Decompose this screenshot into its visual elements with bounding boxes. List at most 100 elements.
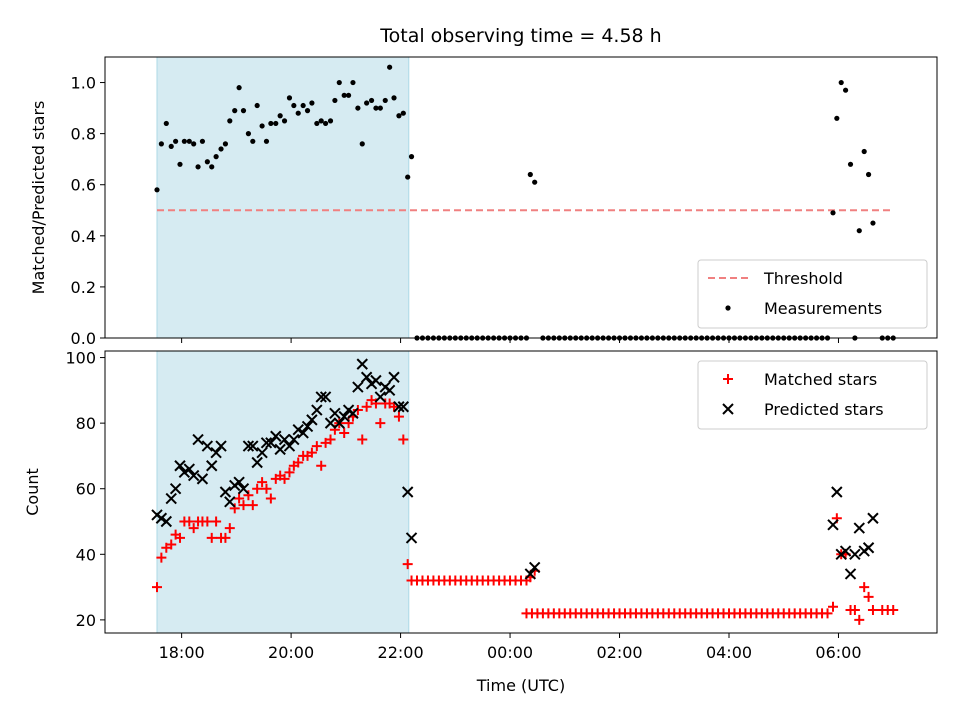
data-point <box>263 138 270 144</box>
data-point <box>206 532 217 543</box>
legend-label: Threshold <box>763 269 843 288</box>
data-point <box>259 123 265 129</box>
data-point <box>393 401 405 413</box>
axes-frame <box>104 350 938 634</box>
data-point <box>359 141 365 147</box>
data-point <box>862 542 875 554</box>
data-point <box>861 148 867 155</box>
data-point <box>524 568 537 580</box>
data-point <box>355 105 361 111</box>
data-point <box>218 146 224 152</box>
x-tick-label: 00:00 <box>487 643 533 662</box>
data-point <box>322 120 329 127</box>
data-point <box>847 161 854 167</box>
data-point <box>391 95 397 101</box>
data-point <box>274 443 286 456</box>
data-point <box>191 141 197 147</box>
data-point <box>238 500 249 511</box>
top-panel-ratio: 0.0 0.2 0.4 0.6 0.8 1.0 Matched/Predicted star… <box>29 56 938 348</box>
data-point <box>209 164 215 170</box>
data-point <box>295 110 301 116</box>
data-point <box>350 79 356 86</box>
data-point <box>252 483 263 494</box>
data-point <box>206 460 218 472</box>
data-point <box>292 423 304 436</box>
data-point <box>211 516 222 527</box>
bottom-panel-count: 18:00 20:00 22:00 00:00 02:00 04:00 06:00 20 40 6… <box>23 349 938 662</box>
data-point <box>398 434 409 445</box>
data-point <box>527 171 533 178</box>
data-point <box>195 164 201 170</box>
data-point <box>188 523 199 534</box>
data-point <box>377 105 383 111</box>
shaded-observing-span <box>156 350 410 634</box>
y-axis-label: Count <box>23 468 42 516</box>
data-point <box>245 131 252 137</box>
data-point <box>186 138 192 144</box>
series-matched-stars <box>152 395 899 625</box>
legend-box <box>697 259 928 329</box>
data-point <box>224 523 235 534</box>
data-point <box>173 138 179 144</box>
data-point <box>822 608 833 619</box>
data-point <box>154 187 160 193</box>
x-tick-label: 20:00 <box>268 643 314 662</box>
data-point <box>286 95 293 101</box>
data-point <box>842 87 849 93</box>
data-point <box>278 433 291 446</box>
data-point <box>181 138 187 144</box>
data-point <box>177 161 183 167</box>
data-point <box>383 384 396 397</box>
data-point <box>251 456 263 469</box>
data-point <box>196 473 209 485</box>
data-point <box>352 381 364 393</box>
data-point <box>402 559 413 570</box>
data-point <box>187 469 200 482</box>
data-point <box>382 97 388 104</box>
data-point <box>360 371 373 383</box>
legend-box <box>697 360 928 430</box>
data-point <box>387 64 393 70</box>
data-point <box>865 171 872 178</box>
data-point <box>160 515 173 528</box>
data-point <box>405 174 411 180</box>
legend-marker-swatch <box>723 374 733 384</box>
data-point <box>202 516 213 527</box>
data-point <box>184 516 195 527</box>
data-point <box>828 601 838 612</box>
data-point <box>291 102 297 109</box>
data-point <box>284 467 295 478</box>
y-tick-label: 0.0 <box>71 329 96 348</box>
data-point <box>261 483 272 494</box>
data-point <box>247 500 258 511</box>
data-point <box>220 532 231 543</box>
data-point <box>158 141 164 147</box>
legend-marker-swatch <box>722 403 734 415</box>
data-point <box>222 141 229 147</box>
data-point <box>374 391 387 403</box>
x-axis-label: Time (UTC) <box>476 676 565 695</box>
x-tick-label: 18:00 <box>159 643 205 662</box>
data-point <box>316 460 327 471</box>
data-point <box>232 108 238 114</box>
y-tick-label: 0.6 <box>71 176 96 195</box>
data-point <box>849 605 860 616</box>
y-axis-label: Matched/Predicted stars <box>29 101 48 295</box>
data-point <box>279 473 290 484</box>
data-point <box>844 568 857 580</box>
data-point <box>345 92 352 98</box>
data-point <box>318 118 324 124</box>
data-point <box>830 210 836 216</box>
data-point <box>174 460 186 472</box>
data-point <box>281 118 288 124</box>
data-point <box>224 496 236 508</box>
data-point <box>265 493 276 504</box>
y-tick-label: 40 <box>76 545 96 564</box>
data-point <box>204 159 210 165</box>
data-point <box>853 522 865 534</box>
data-point <box>396 113 402 119</box>
data-point <box>408 154 415 160</box>
data-point <box>219 486 232 498</box>
legend-label: Matched stars <box>764 370 877 389</box>
data-point <box>165 492 177 505</box>
